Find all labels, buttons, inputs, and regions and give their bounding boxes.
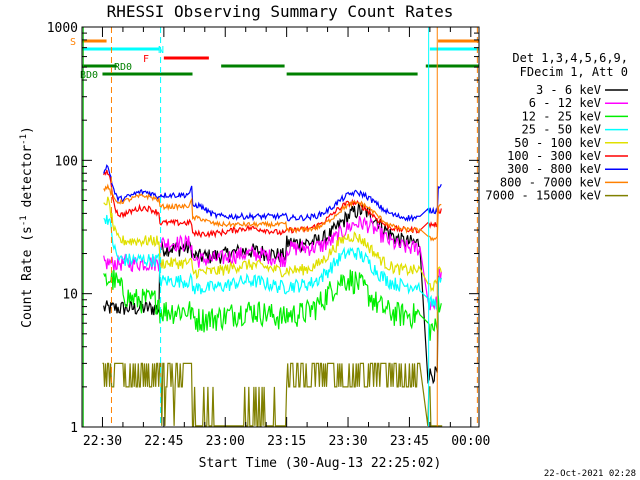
flag-label-f: F bbox=[143, 54, 149, 65]
legend: Det 1,3,4,5,6,9,FDecim 1, Att 0 3 - 6 keV… bbox=[485, 51, 628, 203]
y-tick-label: 1000 bbox=[47, 21, 78, 36]
series-line-5 bbox=[103, 169, 442, 239]
x-tick-label: 23:15 bbox=[267, 434, 306, 449]
y-tick-label: 1 bbox=[70, 421, 78, 436]
series-line-8 bbox=[102, 362, 443, 427]
x-axis-label: Start Time (30-Aug-13 22:25:02) bbox=[199, 456, 442, 471]
x-tick-label: 00:00 bbox=[451, 434, 490, 449]
y-tick-label: 10 bbox=[62, 288, 78, 303]
legend-entry-label: 50 - 100 keV bbox=[514, 136, 601, 150]
series-line-2 bbox=[103, 269, 442, 341]
y-axis-label: Count Rate (s-1 detector-1) bbox=[19, 126, 35, 328]
flag-label-s: S bbox=[70, 37, 76, 48]
timestamp: 22-Oct-2021 02:28 bbox=[544, 469, 636, 479]
legend-header: Det 1,3,4,5,6,9, bbox=[512, 51, 628, 65]
series-line-1 bbox=[103, 216, 442, 311]
legend-entry-label: 300 - 800 keV bbox=[507, 162, 601, 176]
y-tick-label: 100 bbox=[55, 154, 78, 169]
mode-change-lines bbox=[82, 27, 478, 427]
legend-entry-label: 3 - 6 keV bbox=[536, 83, 601, 97]
series-line-7 bbox=[103, 183, 442, 242]
axes: 22:30 22:45 23:00 23:15 23:30 23:45 00:00 1 10 10… bbox=[47, 21, 491, 449]
legend-entry-label: 100 - 300 keV bbox=[507, 149, 601, 163]
plot-frame bbox=[81, 26, 480, 428]
x-tick-label: 22:30 bbox=[83, 434, 122, 449]
flag-label-bd0: BD0 bbox=[80, 70, 98, 81]
series-line-4 bbox=[103, 196, 442, 293]
legend-entry-label: 800 - 7000 keV bbox=[500, 175, 601, 189]
legend-entry-label: 25 - 50 keV bbox=[522, 123, 601, 137]
x-tick-label: 22:45 bbox=[144, 434, 183, 449]
chart-title: RHESSI Observing Summary Count Rates bbox=[107, 2, 454, 21]
legend-entry-label: 12 - 25 keV bbox=[522, 109, 601, 123]
x-tick-label: 23:45 bbox=[390, 434, 429, 449]
series-lines bbox=[102, 164, 443, 427]
legend-entry-label: 7000 - 15000 keV bbox=[485, 189, 601, 203]
legend-header: FDecim 1, Att 0 bbox=[520, 65, 628, 79]
flag-label-rd0: RD0 bbox=[114, 62, 132, 73]
x-tick-label: 23:00 bbox=[206, 434, 245, 449]
series-line-6 bbox=[103, 164, 442, 223]
series-line-3 bbox=[103, 214, 442, 312]
observing-flags: SNFRD0BD0 bbox=[70, 37, 479, 81]
x-tick-label: 23:30 bbox=[328, 434, 367, 449]
legend-entry-label: 6 - 12 keV bbox=[529, 96, 601, 110]
